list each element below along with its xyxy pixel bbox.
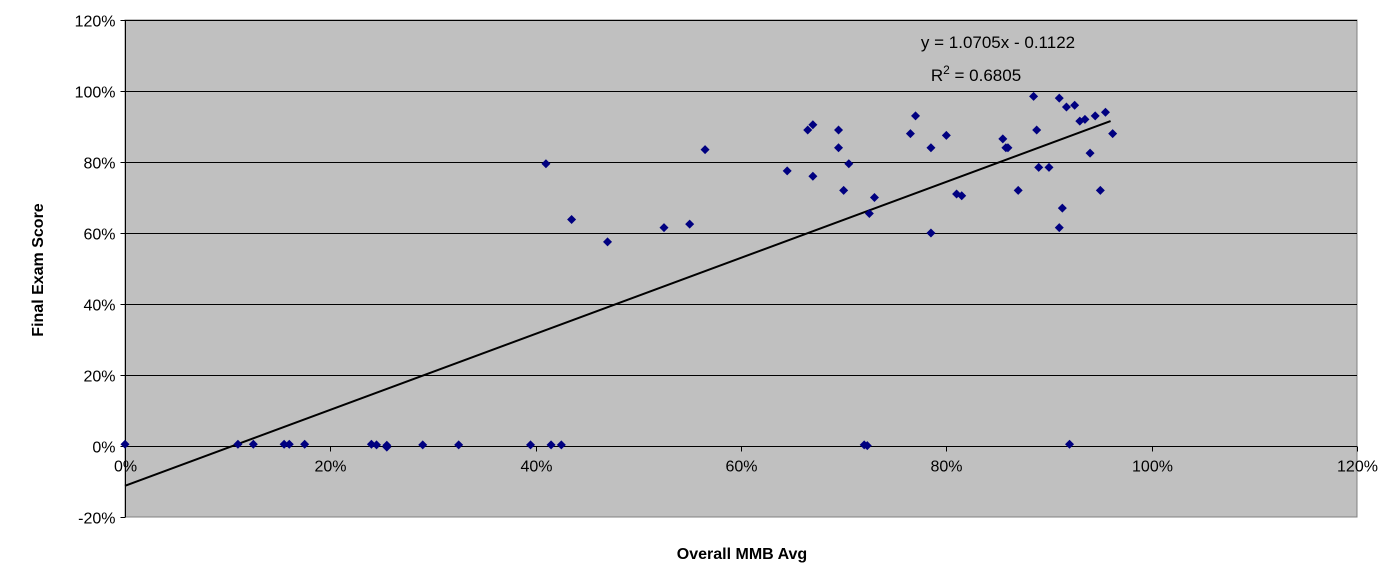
data-points xyxy=(120,91,1118,452)
data-point xyxy=(1054,93,1064,103)
data-point xyxy=(1080,114,1090,124)
data-point xyxy=(1095,185,1105,195)
trendline-equation: y = 1.0705x - 0.1122 xyxy=(921,33,1075,52)
y-tick-label: 20% xyxy=(83,369,115,386)
r-squared-exponent: 2 xyxy=(943,63,950,77)
data-point xyxy=(279,439,289,449)
data-point xyxy=(1044,162,1054,172)
plot-area xyxy=(124,19,1358,518)
x-tick-label: 0% xyxy=(114,459,137,476)
data-point xyxy=(248,439,258,449)
x-tick-label: 100% xyxy=(1132,459,1173,476)
y-tick-label: 100% xyxy=(75,85,116,102)
trendline-line xyxy=(124,120,1111,487)
data-point xyxy=(372,440,382,450)
data-point xyxy=(284,439,294,449)
data-point xyxy=(808,171,818,181)
data-point xyxy=(1085,148,1095,158)
x-tick-label: 20% xyxy=(314,459,346,476)
data-point xyxy=(1065,439,1075,449)
y-tick-label: 40% xyxy=(83,298,115,315)
data-point xyxy=(659,223,669,233)
r-squared-symbol: R xyxy=(931,66,943,85)
data-point xyxy=(454,440,464,450)
data-point xyxy=(1057,203,1067,213)
data-point xyxy=(1034,162,1044,172)
y-tick-label: 80% xyxy=(83,156,115,173)
x-tick-label: 40% xyxy=(520,459,552,476)
y-tick-label: 120% xyxy=(75,14,116,31)
data-point xyxy=(803,125,813,135)
data-point xyxy=(911,111,921,121)
data-point xyxy=(839,185,849,195)
data-point xyxy=(998,134,1008,144)
data-point xyxy=(120,439,130,449)
x-tick-label: 80% xyxy=(930,459,962,476)
y-axis-ticks: -20% 0% 20% 40% 60% 80% 100% 120% xyxy=(75,14,126,528)
data-point xyxy=(1061,102,1071,112)
data-point xyxy=(1108,129,1118,139)
data-point xyxy=(1070,100,1080,110)
x-tick-label: 60% xyxy=(725,459,757,476)
data-point xyxy=(844,159,854,169)
data-point xyxy=(926,228,936,238)
data-point xyxy=(567,215,577,225)
data-point xyxy=(941,130,951,140)
x-tick-label: 120% xyxy=(1337,459,1378,476)
data-point xyxy=(926,143,936,153)
data-point xyxy=(905,129,915,139)
data-point xyxy=(1054,223,1064,233)
data-point xyxy=(834,143,844,153)
data-point xyxy=(1003,143,1013,153)
data-point xyxy=(1032,125,1042,135)
data-point xyxy=(1100,107,1110,117)
data-point xyxy=(300,439,310,449)
r-squared-value: = 0.6805 xyxy=(950,66,1021,85)
data-point xyxy=(541,159,551,169)
data-point xyxy=(864,208,874,218)
trendline xyxy=(124,120,1111,487)
data-point xyxy=(834,125,844,135)
data-point xyxy=(382,442,392,452)
data-point xyxy=(869,193,879,202)
data-point xyxy=(526,440,536,450)
data-point xyxy=(808,120,818,130)
data-point xyxy=(685,219,695,229)
data-point xyxy=(546,440,556,450)
x-axis-title: Overall MMB Avg xyxy=(677,546,807,563)
data-point xyxy=(862,441,872,451)
y-tick-label: -20% xyxy=(78,511,115,528)
data-point xyxy=(603,237,613,247)
data-point xyxy=(418,440,428,450)
trendline-r-squared: R2 = 0.6805 xyxy=(931,63,1021,85)
gridlines xyxy=(125,20,1357,447)
data-point xyxy=(782,166,792,176)
data-point xyxy=(556,440,566,450)
data-point xyxy=(1090,111,1100,121)
y-tick-label: 60% xyxy=(83,227,115,244)
data-point xyxy=(233,439,243,449)
x-axis-ticks: 0% 20% 40% 60% 80% 100% 120% xyxy=(114,446,1378,476)
data-point xyxy=(1029,91,1039,101)
data-point xyxy=(1013,185,1023,195)
data-point xyxy=(700,145,710,155)
data-point xyxy=(957,191,967,201)
y-axis-title: Final Exam Score xyxy=(30,203,47,336)
plot-background xyxy=(124,19,1358,518)
y-tick-label: 0% xyxy=(92,440,115,457)
